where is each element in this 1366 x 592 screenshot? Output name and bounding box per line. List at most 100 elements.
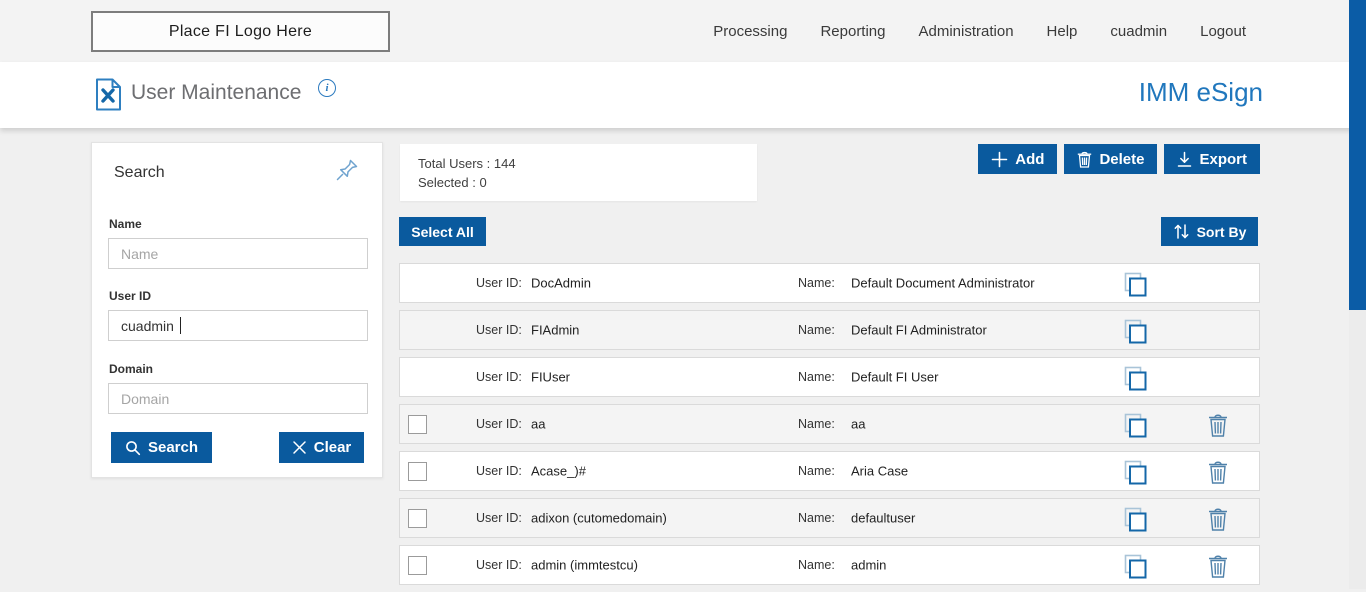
user-id-label: User ID:: [476, 511, 522, 525]
table-row[interactable]: User ID: adixon (cutomedomain) Name: def…: [399, 498, 1260, 538]
user-id-input[interactable]: [108, 310, 368, 341]
copy-user-icon[interactable]: [1123, 460, 1147, 485]
toolbar: Add Delete Export: [978, 144, 1260, 174]
row-checkbox[interactable]: [408, 556, 427, 575]
pin-icon[interactable]: [334, 157, 360, 183]
row-checkbox[interactable]: [408, 415, 427, 434]
delete-user-icon[interactable]: [1207, 413, 1229, 438]
clear-button[interactable]: Clear: [279, 432, 364, 463]
user-id-value: adixon (cutomedomain): [531, 511, 667, 526]
add-button-label: Add: [1015, 151, 1044, 168]
scrollbar-track[interactable]: [1349, 0, 1366, 589]
document-tools-icon: [95, 78, 122, 111]
name-field-label: Name: [109, 217, 142, 231]
name-value: Default Document Administrator: [851, 276, 1035, 291]
name-label: Name:: [798, 511, 835, 525]
user-id-field-label: User ID: [109, 289, 151, 303]
name-value: Default FI User: [851, 370, 938, 385]
top-nav: Processing Reporting Administration Help…: [713, 0, 1246, 62]
table-row[interactable]: User ID: admin (immtestcu) Name: admin: [399, 545, 1260, 585]
delete-button-label: Delete: [1099, 151, 1144, 168]
user-id-value: DocAdmin: [531, 276, 591, 291]
nav-reporting[interactable]: Reporting: [820, 23, 885, 40]
selected-line: Selected : 0: [418, 173, 757, 192]
user-id-value: Acase_)#: [531, 464, 586, 479]
copy-user-icon[interactable]: [1123, 413, 1147, 438]
trash-icon: [1077, 151, 1092, 168]
domain-input[interactable]: [108, 383, 368, 414]
total-users-line: Total Users : 144: [418, 154, 757, 173]
add-button[interactable]: Add: [978, 144, 1057, 174]
sort-by-label: Sort By: [1197, 224, 1247, 240]
summary-box: Total Users : 144 Selected : 0: [400, 144, 757, 201]
name-value: Aria Case: [851, 464, 908, 479]
selected-value: 0: [479, 175, 486, 190]
nav-logout[interactable]: Logout: [1200, 23, 1246, 40]
table-row[interactable]: User ID: FIUser Name: Default FI User: [399, 357, 1260, 397]
page-title: User Maintenance: [131, 81, 301, 105]
download-icon: [1177, 151, 1192, 168]
user-id-value: admin (immtestcu): [531, 558, 638, 573]
table-row[interactable]: User ID: FIAdmin Name: Default FI Admini…: [399, 310, 1260, 350]
delete-button[interactable]: Delete: [1064, 144, 1157, 174]
user-id-label: User ID:: [476, 323, 522, 337]
user-id-label: User ID:: [476, 464, 522, 478]
name-value: Default FI Administrator: [851, 323, 987, 338]
domain-field-label: Domain: [109, 362, 153, 376]
user-id-label: User ID:: [476, 417, 522, 431]
name-label: Name:: [798, 417, 835, 431]
user-id-label: User ID:: [476, 370, 522, 384]
user-list: User ID: DocAdmin Name: Default Document…: [399, 263, 1260, 592]
name-input[interactable]: [108, 238, 368, 269]
name-label: Name:: [798, 276, 835, 290]
search-button[interactable]: Search: [111, 432, 212, 463]
select-all-button[interactable]: Select All: [399, 217, 486, 246]
search-panel: Search Name User ID Domain Search Clear: [91, 142, 383, 478]
table-row[interactable]: User ID: aa Name: aa: [399, 404, 1260, 444]
info-icon[interactable]: i: [318, 79, 336, 97]
row-checkbox[interactable]: [408, 462, 427, 481]
delete-user-icon[interactable]: [1207, 554, 1229, 579]
row-checkbox[interactable]: [408, 509, 427, 528]
total-users-label: Total Users :: [418, 156, 490, 171]
plus-icon: [991, 151, 1008, 168]
nav-help[interactable]: Help: [1047, 23, 1078, 40]
export-button[interactable]: Export: [1164, 144, 1260, 174]
scrollbar-thumb[interactable]: [1349, 0, 1366, 310]
nav-administration[interactable]: Administration: [919, 23, 1014, 40]
copy-user-icon[interactable]: [1123, 272, 1147, 297]
text-cursor: [180, 317, 181, 334]
copy-user-icon[interactable]: [1123, 554, 1147, 579]
copy-user-icon[interactable]: [1123, 507, 1147, 532]
name-label: Name:: [798, 323, 835, 337]
title-bar: User Maintenance i IMM eSign: [0, 62, 1366, 128]
delete-user-icon[interactable]: [1207, 507, 1229, 532]
x-icon: [292, 440, 307, 455]
copy-user-icon[interactable]: [1123, 319, 1147, 344]
copy-user-icon[interactable]: [1123, 366, 1147, 391]
export-button-label: Export: [1199, 151, 1247, 168]
search-button-label: Search: [148, 439, 198, 456]
table-row[interactable]: User ID: DocAdmin Name: Default Document…: [399, 263, 1260, 303]
select-all-label: Select All: [411, 224, 474, 240]
name-label: Name:: [798, 558, 835, 572]
user-id-value: FIAdmin: [531, 323, 579, 338]
name-label: Name:: [798, 464, 835, 478]
name-label: Name:: [798, 370, 835, 384]
magnifier-icon: [125, 440, 141, 456]
name-value: aa: [851, 417, 865, 432]
user-id-value: aa: [531, 417, 545, 432]
up-down-arrows-icon: [1173, 223, 1190, 240]
fi-logo-placeholder: Place FI Logo Here: [91, 11, 390, 52]
name-value: admin: [851, 558, 886, 573]
table-row[interactable]: User ID: Acase_)# Name: Aria Case: [399, 451, 1260, 491]
user-id-label: User ID:: [476, 558, 522, 572]
brand-logo: IMM eSign: [1139, 77, 1263, 108]
clear-button-label: Clear: [314, 439, 352, 456]
name-value: defaultuser: [851, 511, 915, 526]
nav-processing[interactable]: Processing: [713, 23, 787, 40]
sort-by-button[interactable]: Sort By: [1161, 217, 1258, 246]
user-id-value: FIUser: [531, 370, 570, 385]
delete-user-icon[interactable]: [1207, 460, 1229, 485]
nav-user-menu[interactable]: cuadmin: [1110, 23, 1167, 40]
